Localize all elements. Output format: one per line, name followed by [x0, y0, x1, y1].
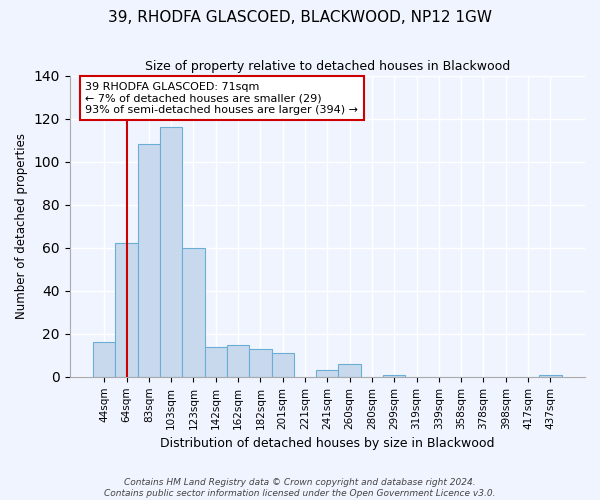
Title: Size of property relative to detached houses in Blackwood: Size of property relative to detached ho…	[145, 60, 510, 73]
Bar	[115, 244, 137, 377]
Bar	[137, 144, 160, 377]
Bar	[539, 374, 562, 377]
Bar	[272, 353, 294, 377]
Text: Contains HM Land Registry data © Crown copyright and database right 2024.
Contai: Contains HM Land Registry data © Crown c…	[104, 478, 496, 498]
Bar	[316, 370, 338, 377]
Text: 39, RHODFA GLASCOED, BLACKWOOD, NP12 1GW: 39, RHODFA GLASCOED, BLACKWOOD, NP12 1GW	[108, 10, 492, 25]
Bar	[93, 342, 115, 377]
Bar	[383, 374, 406, 377]
Bar	[227, 344, 249, 377]
X-axis label: Distribution of detached houses by size in Blackwood: Distribution of detached houses by size …	[160, 437, 494, 450]
Bar	[249, 349, 272, 377]
Y-axis label: Number of detached properties: Number of detached properties	[15, 133, 28, 319]
Bar	[205, 346, 227, 377]
Bar	[338, 364, 361, 377]
Bar	[182, 248, 205, 377]
Text: 39 RHODFA GLASCOED: 71sqm
← 7% of detached houses are smaller (29)
93% of semi-d: 39 RHODFA GLASCOED: 71sqm ← 7% of detach…	[85, 82, 358, 115]
Bar	[160, 127, 182, 377]
